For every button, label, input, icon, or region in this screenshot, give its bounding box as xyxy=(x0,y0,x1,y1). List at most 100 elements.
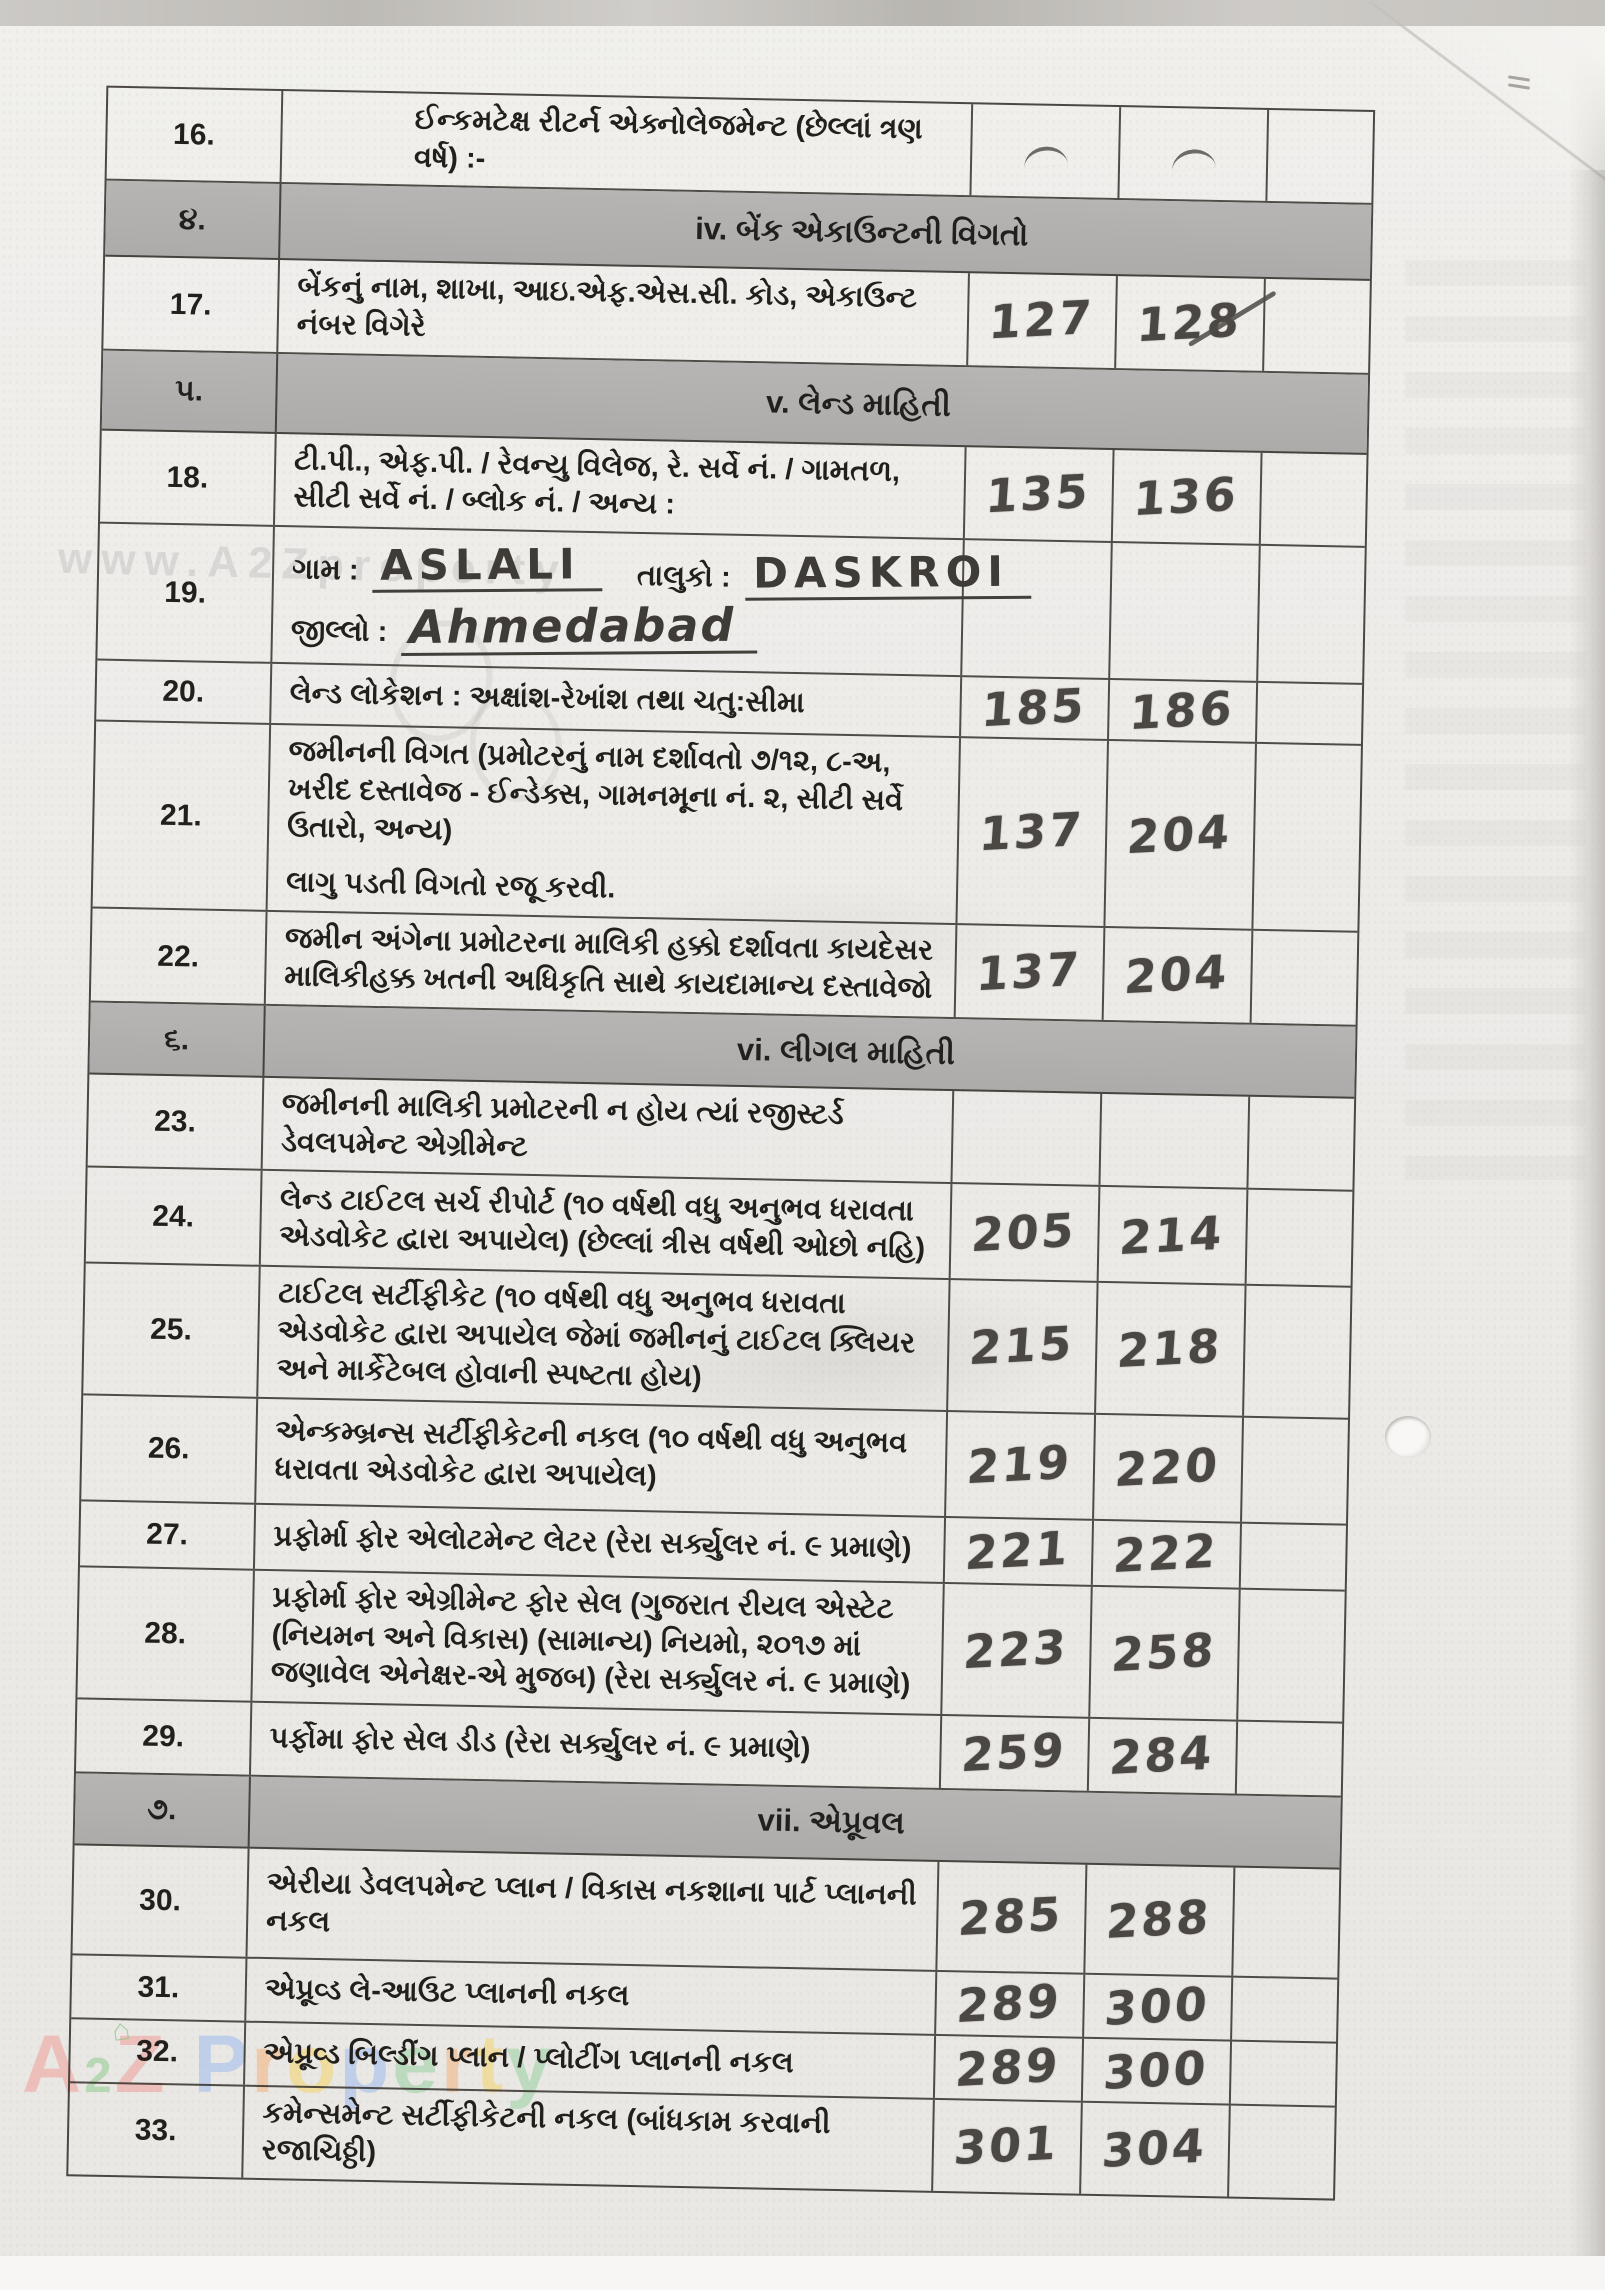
dash-mark xyxy=(1170,146,1217,172)
page-from-cell: 285 xyxy=(937,1861,1088,1973)
brand-letter: y xyxy=(506,2019,555,2110)
corner-fold xyxy=(1375,0,1605,170)
description-cell: પર્ફોમા ફોર સેલ ડીડ (રેરા સર્ક્યુલર નં. … xyxy=(250,1702,943,1788)
handwritten-page-to: 136 xyxy=(1132,466,1242,526)
handwritten-page-from: 301 xyxy=(952,2115,1062,2176)
handwritten-page-from: 223 xyxy=(962,1619,1071,1679)
row-number-cell: 22. xyxy=(90,908,268,1004)
brand-letter: r xyxy=(440,2019,476,2110)
table-row-19: 19. ગામ : ASLALI તાલુકો : DASKROI જીલ્લો : Ahm… xyxy=(97,523,1365,685)
dash-mark xyxy=(1022,144,1069,169)
table-rows-container: 16. ઈન્કમટેક્ષ રીટર્ન એક્નોલેજમેન્ટ (છેલ્… xyxy=(68,87,1374,2199)
description-text: એપ્રૂવ્ડ લે-આઉટ પ્લાનની નકલ xyxy=(264,1972,630,2012)
handwritten-page-to: 284 xyxy=(1108,1725,1217,1785)
handwritten-page-from: 215 xyxy=(968,1315,1077,1376)
remark-cell xyxy=(1267,110,1373,203)
remark-cell xyxy=(1252,931,1358,1025)
description-text: ઈન્કમટેક્ષ રીટર્ન એક્નોલેજમેન્ટ (છેલ્લાં… xyxy=(413,103,924,175)
handwritten-page-to: 288 xyxy=(1105,1888,1214,1949)
row-number-cell: 29. xyxy=(76,1698,253,1775)
page-from-cell: 259 xyxy=(940,1715,1091,1791)
row-number-cell: 23. xyxy=(87,1074,265,1170)
handwritten-page-from: 185 xyxy=(980,677,1090,737)
field-label: ગામ : xyxy=(291,552,359,587)
page-to-cell: 136 xyxy=(1112,449,1263,544)
row-number-cell: ૬. xyxy=(89,1002,266,1076)
description-cell: પ્રફોર્મા ફોર એગ્રીમેન્ટ ફોર સેલ (ગુજરાત… xyxy=(252,1570,945,1714)
page-curl-shadow xyxy=(1569,0,1605,2290)
remark-cell xyxy=(1261,453,1367,546)
description-text: કમેન્સમેન્ટ સર્ટીફીકેટની નકલ (બાંધકામ કર… xyxy=(261,2096,831,2169)
village-name-handwritten: ASLALI xyxy=(372,540,604,594)
description-text: લેન્ડ લોકેશન : અક્ષાંશ-રેખાંશ તથા ચતુ:સી… xyxy=(289,676,806,719)
description-text: એરીયા ડેવલપમેન્ટ પ્લાન / વિકાસ નકશાના પા… xyxy=(265,1866,918,1938)
district-handwritten: Ahmedabad xyxy=(401,598,758,657)
row-number-cell: 27. xyxy=(79,1500,257,1569)
page-from-cell: 219 xyxy=(946,1411,1097,1519)
handwritten-page-to: 300 xyxy=(1102,2039,1211,2100)
page-to-cell: 220 xyxy=(1094,1414,1245,1522)
remark-cell xyxy=(1233,1867,1339,1977)
row-number-cell: 25. xyxy=(83,1263,261,1397)
handwritten-page-to: 220 xyxy=(1113,1437,1223,1497)
page-to-cell xyxy=(1119,107,1270,202)
table-row-28: 28. પ્રફોર્મા ફોર એગ્રીમેન્ટ ફોર સેલ (ગુજ… xyxy=(77,1566,1345,1724)
handwritten-page-from: 289 xyxy=(954,2037,1063,2097)
description-text: જમીન અંગેના પ્રમોટરના માલિકી હક્કો દર્શા… xyxy=(284,922,934,1005)
description-text: પ્રફોર્મા ફોર એગ્રીમેન્ટ ફોર સેલ (ગુજરાત… xyxy=(270,1581,911,1701)
description-cell: એપ્રૂવ્ડ લે-આઉટ પ્લાનની નકલ xyxy=(246,1958,938,2034)
description-text: પ્રફોર્મા ફોર એલોટમેન્ટ લેટર (રેરા સર્ક્… xyxy=(273,1519,912,1564)
scanner-bottom-edge xyxy=(0,2256,1605,2290)
description-text: ટાઈટલ સર્ટીફીકેટ (૧૦ વર્ષથી વધુ અનુભવ ધર… xyxy=(276,1277,916,1394)
brand-letter: P xyxy=(193,2019,252,2110)
description-cell: કમેન્સમેન્ટ સર્ટીફીકેટની નકલ (બાંધકામ કર… xyxy=(243,2086,935,2191)
page-to-cell: 214 xyxy=(1098,1187,1249,1285)
handwritten-page-from: 259 xyxy=(960,1722,1070,1782)
remark-cell xyxy=(1242,1417,1348,1523)
a2z-property-watermark-logo: A2Z Property xyxy=(22,2018,555,2112)
handwritten-page-to: 204 xyxy=(1123,944,1232,1005)
row-number-cell: 18. xyxy=(100,430,277,526)
remark-cell xyxy=(1232,1977,1337,2041)
brand-letter: 2 xyxy=(84,2048,115,2103)
brand-letter: A xyxy=(22,2019,85,2110)
remark-cell xyxy=(1238,1589,1344,1721)
scanner-edge-band xyxy=(0,0,1605,26)
remark-cell xyxy=(1264,279,1370,372)
brand-letter: o xyxy=(286,2019,340,2110)
description-cell: જમીનની માલિકી પ્રમોટરની ન હોય ત્યાં રજીસ… xyxy=(262,1077,955,1183)
description-cell: ગામ : ASLALI તાલુકો : DASKROI જીલ્લો : Ahmeda… xyxy=(272,527,1031,675)
handwritten-page-to: 186 xyxy=(1128,680,1238,740)
handwritten-page-from: 289 xyxy=(955,1973,1065,2033)
page-from-cell xyxy=(952,1091,1103,1186)
row-number-cell: 17. xyxy=(103,257,281,352)
remark-cell xyxy=(1258,546,1365,682)
row-number-cell: 19. xyxy=(97,523,275,662)
page-from-cell: 137 xyxy=(957,738,1109,927)
row-number-cell: 30. xyxy=(72,1844,250,1957)
description-cell: એપ્રૂવ્ડ બિલ્ડીંગ પ્લાન / પ્લોટીંગ પ્લાન… xyxy=(245,2022,937,2098)
row-number-cell: 31. xyxy=(71,1954,248,2021)
hole-punch xyxy=(1385,1416,1431,1458)
page-to-cell: 128 xyxy=(1116,276,1266,371)
description-text: એપ્રૂવ્ડ બિલ્ડીંગ પ્લાન / પ્લોટીંગ પ્લાન… xyxy=(263,2036,795,2079)
handwritten-page-to: 300 xyxy=(1103,1975,1213,2036)
page-from-cell: 185 xyxy=(961,676,1111,740)
description-cell: જમીનની વિગત (પ્રમોટરનું નામ દર્શાવતો ૭/૧… xyxy=(267,725,962,924)
description-text: લેન્ડ ટાઈટલ સર્ચ રીપોર્ટ (૧૦ વર્ષથી વધુ … xyxy=(279,1182,926,1265)
page-from-cell: 215 xyxy=(948,1280,1099,1413)
page-to-cell: 186 xyxy=(1109,679,1259,743)
description-cell: એન્કમ્બ્રન્સ સર્ટીફીકેટની નકલ (૧૦ વર્ષથી… xyxy=(256,1398,949,1516)
handwritten-page-to: 214 xyxy=(1118,1205,1227,1265)
remark-cell xyxy=(1257,682,1362,744)
page-from-cell: 205 xyxy=(950,1184,1101,1282)
row-number-cell: ૭. xyxy=(74,1772,251,1847)
description-cell: જમીન અંગેના પ્રમોટરના માલિકી હક્કો દર્શા… xyxy=(265,911,958,1018)
brand-letter: Z xyxy=(114,2019,168,2110)
page-from-cell xyxy=(971,104,1122,199)
remark-cell xyxy=(1231,2041,1336,2105)
page-from-cell: 223 xyxy=(942,1583,1093,1717)
brand-letter: e xyxy=(392,2019,441,2110)
handwritten-page-to: 128 xyxy=(1135,291,1245,356)
pencil-mark xyxy=(1507,72,1531,93)
